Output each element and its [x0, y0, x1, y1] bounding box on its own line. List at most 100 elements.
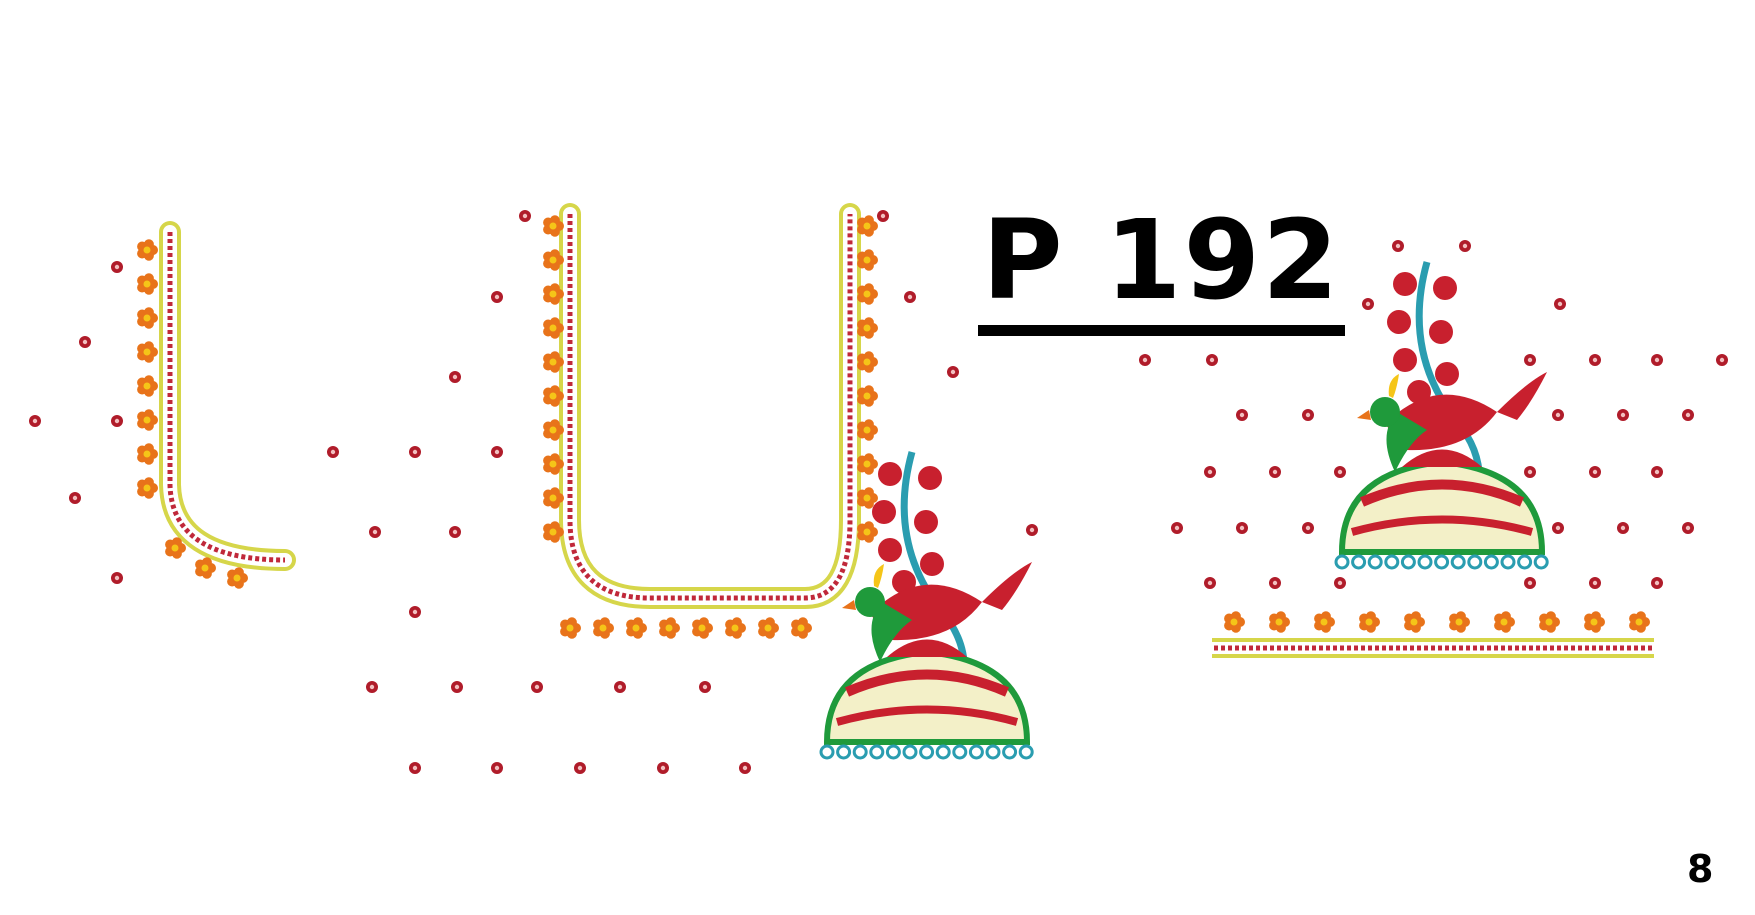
maroon-dot	[327, 446, 339, 458]
maroon-dot	[1334, 577, 1346, 589]
right-sleeve-piping	[1212, 638, 1654, 658]
maroon-dot	[1651, 577, 1663, 589]
flower	[857, 215, 878, 237]
maroon-dot	[1026, 524, 1038, 536]
maroon-dot	[1617, 522, 1629, 534]
maroon-dot	[699, 681, 711, 693]
flower	[137, 409, 158, 431]
flower	[195, 557, 216, 579]
maroon-dot	[409, 606, 421, 618]
maroon-dot	[1589, 466, 1601, 478]
flower	[137, 341, 158, 363]
maroon-dot	[111, 572, 123, 584]
maroon-dot	[1552, 409, 1564, 421]
center-parrot-jhumka-motif	[819, 451, 1034, 760]
maroon-dot	[369, 526, 381, 538]
left-neckline-piping	[159, 221, 296, 571]
maroon-dot	[1206, 354, 1218, 366]
flower	[857, 317, 878, 339]
flower	[543, 453, 564, 475]
maroon-dot	[877, 210, 889, 222]
flower	[137, 375, 158, 397]
orange-flower-border	[137, 215, 1650, 639]
flower	[137, 273, 158, 295]
maroon-dot	[519, 210, 531, 222]
maroon-dot	[1269, 577, 1281, 589]
maroon-dot	[1524, 577, 1536, 589]
maroon-dot	[1682, 409, 1694, 421]
flower	[857, 453, 878, 475]
maroon-dot	[1651, 354, 1663, 366]
maroon-dot	[1302, 409, 1314, 421]
maroon-dot	[1651, 466, 1663, 478]
flower	[543, 283, 564, 305]
flower	[227, 567, 248, 589]
flower	[137, 307, 158, 329]
maroon-dot	[449, 526, 461, 538]
flower	[1494, 611, 1515, 633]
flower	[560, 617, 581, 639]
maroon-dot	[1204, 466, 1216, 478]
maroon-dot	[1682, 522, 1694, 534]
flower	[543, 215, 564, 237]
maroon-dot	[1589, 577, 1601, 589]
flower	[137, 443, 158, 465]
maroon-dot	[1392, 240, 1404, 252]
maroon-dot	[1139, 354, 1151, 366]
flower	[857, 385, 878, 407]
maroon-dot	[1362, 298, 1374, 310]
flower	[857, 521, 878, 543]
maroon-dot	[574, 762, 586, 774]
flower	[1629, 611, 1650, 633]
maroon-dot	[1171, 522, 1183, 534]
flower	[857, 283, 878, 305]
design-code-title: P 192	[978, 205, 1345, 336]
maroon-dot	[1459, 240, 1471, 252]
maroon-dot	[1554, 298, 1566, 310]
maroon-dot	[947, 366, 959, 378]
maroon-dot	[904, 291, 916, 303]
flower	[791, 617, 812, 639]
maroon-dot	[1236, 522, 1248, 534]
maroon-dot	[1269, 466, 1281, 478]
maroon-dot	[1236, 409, 1248, 421]
flower	[857, 249, 878, 271]
maroon-dot	[449, 371, 461, 383]
flower	[626, 617, 647, 639]
flower	[1449, 611, 1470, 633]
flower	[1269, 611, 1290, 633]
maroon-dot-scatter	[29, 210, 1728, 774]
flower	[543, 317, 564, 339]
maroon-dot	[614, 681, 626, 693]
maroon-dot	[409, 762, 421, 774]
flower	[1314, 611, 1335, 633]
maroon-dot	[1334, 466, 1346, 478]
flower	[543, 385, 564, 407]
maroon-dot	[531, 681, 543, 693]
flower	[165, 537, 186, 559]
maroon-dot	[1524, 466, 1536, 478]
maroon-dot	[1524, 354, 1536, 366]
flower	[1584, 611, 1605, 633]
maroon-dot	[111, 415, 123, 427]
flower	[543, 419, 564, 441]
maroon-dot	[739, 762, 751, 774]
maroon-dot	[366, 681, 378, 693]
flower	[659, 617, 680, 639]
flower	[593, 617, 614, 639]
flower	[543, 521, 564, 543]
maroon-dot	[491, 291, 503, 303]
maroon-dot	[451, 681, 463, 693]
maroon-dot	[111, 261, 123, 273]
flower	[543, 487, 564, 509]
flower	[1539, 611, 1560, 633]
maroon-dot	[409, 446, 421, 458]
flower	[857, 419, 878, 441]
flower	[857, 487, 878, 509]
maroon-dot	[1589, 354, 1601, 366]
flower	[543, 249, 564, 271]
right-parrot-jhumka-motif	[1334, 261, 1549, 570]
maroon-dot	[69, 492, 81, 504]
flower	[725, 617, 746, 639]
